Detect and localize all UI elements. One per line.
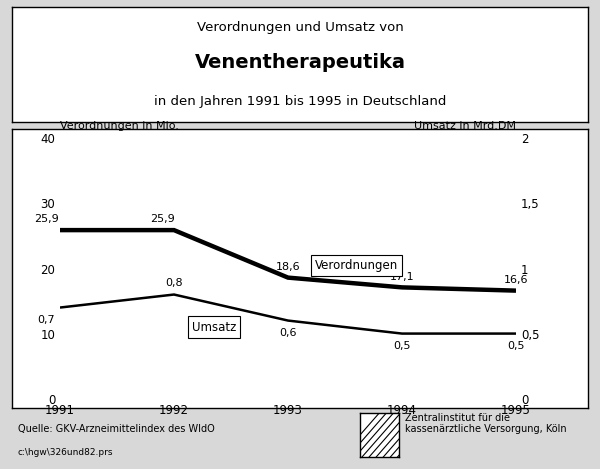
Text: 25,9: 25,9 <box>150 214 175 224</box>
Text: Quelle: GKV-Arzneimittelindex des WIdO: Quelle: GKV-Arzneimittelindex des WIdO <box>18 424 215 434</box>
Text: 0,5: 0,5 <box>507 341 525 351</box>
Text: 25,9: 25,9 <box>34 214 59 224</box>
Text: 0,6: 0,6 <box>279 328 297 338</box>
Text: c:\hgw\326und82.prs: c:\hgw\326und82.prs <box>18 448 113 457</box>
Text: 0,5: 0,5 <box>393 341 411 351</box>
Text: in den Jahren 1991 bis 1995 in Deutschland: in den Jahren 1991 bis 1995 in Deutschla… <box>154 95 446 108</box>
Text: 17,1: 17,1 <box>389 272 415 281</box>
Text: Verordnungen: Verordnungen <box>315 259 398 272</box>
Text: Verordnungen in Mio.: Verordnungen in Mio. <box>60 121 179 131</box>
Text: 0,8: 0,8 <box>165 278 183 288</box>
Text: Umsatz: Umsatz <box>192 321 236 333</box>
Text: Zentralinstitut für die
kassenärztliche Versorgung, Köln: Zentralinstitut für die kassenärztliche … <box>405 413 566 434</box>
Text: 0,7: 0,7 <box>38 315 55 325</box>
Text: Venentherapeutika: Venentherapeutika <box>194 53 406 72</box>
Text: Umsatz in Mrd.DM: Umsatz in Mrd.DM <box>414 121 516 131</box>
Text: 16,6: 16,6 <box>504 275 528 285</box>
Text: Verordnungen und Umsatz von: Verordnungen und Umsatz von <box>197 21 403 34</box>
Text: 18,6: 18,6 <box>275 262 301 272</box>
